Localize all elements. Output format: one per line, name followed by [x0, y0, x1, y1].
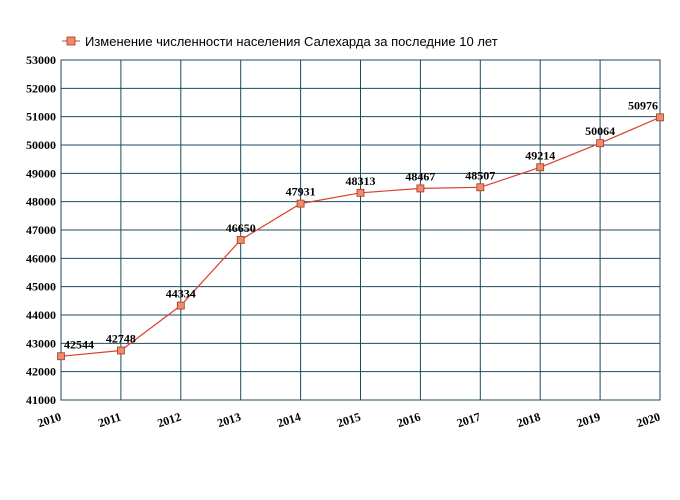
y-tick-label: 48000: [26, 195, 56, 209]
data-point-marker: [176, 301, 185, 310]
x-tick-label: 2012: [156, 410, 183, 431]
data-point-marker: [536, 163, 545, 172]
data-point-marker: [476, 183, 485, 192]
legend-label: Изменение численности населения Салехард…: [85, 34, 498, 49]
x-tick-label: 2018: [515, 410, 542, 431]
data-point-marker: [596, 139, 604, 148]
x-tick-label: 2011: [96, 410, 123, 431]
y-axis: 41000 42000 43000 44000 45000 46000 47000 48000…: [26, 53, 56, 407]
x-tick-label: 2020: [635, 410, 662, 431]
data-label: 50064: [585, 124, 615, 138]
plot-border: [60, 59, 661, 401]
data-point-marker: [57, 352, 65, 361]
data-point-marker: [236, 236, 245, 244]
data-label: 42748: [106, 331, 136, 345]
y-tick-label: 51000: [26, 110, 56, 124]
data-label: 49214: [525, 148, 555, 162]
x-tick-label: 2016: [395, 410, 422, 431]
series-line: [57, 113, 664, 361]
chart-legend: Изменение численности населения Салехард…: [62, 34, 498, 49]
data-point-marker: [296, 199, 305, 208]
data-labels: 42544 42748 44334 46650 47931 48313 48467 48507…: [64, 98, 658, 351]
data-label: 46650: [226, 221, 256, 235]
data-label: 42544: [64, 337, 94, 351]
data-label: 44334: [166, 287, 196, 301]
x-tick-label: 2013: [215, 410, 242, 431]
y-tick-label: 52000: [26, 81, 56, 95]
data-point-marker: [416, 184, 425, 193]
y-tick-label: 47000: [26, 223, 56, 237]
data-point-marker: [117, 346, 125, 355]
x-tick-label: 2017: [455, 410, 482, 431]
x-tick-label: 2015: [335, 410, 362, 431]
plot-area: [60, 59, 661, 401]
data-label: 50976: [628, 98, 658, 112]
y-tick-label: 53000: [26, 53, 56, 67]
x-tick-label: 2019: [575, 410, 602, 431]
data-point-marker: [656, 113, 664, 122]
y-tick-label: 42000: [26, 365, 56, 379]
data-label: 47931: [286, 185, 316, 199]
data-point-marker: [356, 188, 365, 197]
y-tick-label: 45000: [26, 280, 56, 294]
data-label: 48507: [465, 168, 495, 182]
data-label: 48313: [346, 174, 376, 188]
data-label: 48467: [405, 169, 435, 183]
x-tick-label: 2014: [275, 410, 302, 431]
y-tick-label: 46000: [26, 251, 56, 265]
x-tick-label: 2010: [36, 410, 63, 431]
y-tick-label: 43000: [26, 336, 56, 350]
y-tick-label: 44000: [26, 308, 56, 322]
y-tick-label: 49000: [26, 166, 56, 180]
x-axis: 2010 2011 2012 2013 2014 2015 2016 2017 2018 2019…: [36, 410, 662, 431]
y-tick-label: 41000: [26, 393, 56, 407]
chart-grid: [60, 59, 661, 401]
y-tick-label: 50000: [26, 138, 56, 152]
legend-marker: [66, 36, 76, 46]
